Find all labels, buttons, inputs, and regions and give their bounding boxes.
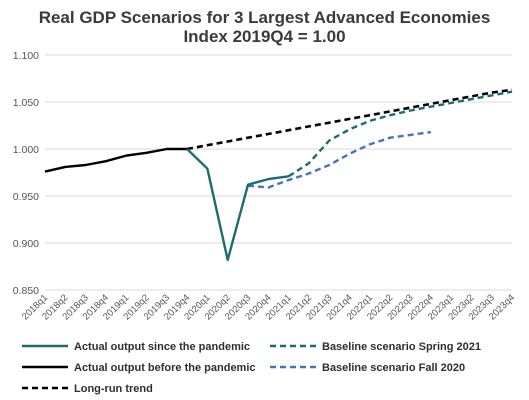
- chart-subtitle: Index 2019Q4 = 1.00: [183, 27, 346, 46]
- y-axis-ticks: 0.850 0.900 0.950 1.000 1.050 1.100: [13, 50, 39, 297]
- y-tick-label: 0.850: [13, 285, 39, 297]
- y-tick-label: 0.900: [13, 238, 39, 250]
- y-tick-label: 1.100: [13, 50, 39, 62]
- legend: Actual output since the pandemic Baseline…: [22, 341, 481, 395]
- legend-label: Long-run trend: [74, 383, 153, 395]
- series-line: [186, 148, 289, 262]
- series-line: [288, 90, 513, 178]
- legend-label: Actual output before the pandemic: [74, 362, 256, 374]
- legend-label: Baseline scenario Fall 2020: [322, 362, 465, 374]
- y-tick-label: 1.000: [13, 144, 39, 156]
- x-axis-ticks: 2018q12018q22018q32018q42019q12019q22019…: [20, 292, 517, 322]
- y-tick-label: 0.950: [13, 191, 39, 203]
- chart-title: Real GDP Scenarios for 3 Largest Advance…: [38, 8, 491, 27]
- series-lines: [44, 88, 513, 262]
- y-tick-label: 1.050: [13, 97, 39, 109]
- series-line: [186, 88, 513, 151]
- legend-label: Actual output since the pandemic: [74, 341, 250, 353]
- series-line: [247, 130, 431, 189]
- series-line: [44, 147, 188, 173]
- gridlines: [45, 54, 512, 291]
- legend-label: Baseline scenario Spring 2021: [322, 341, 481, 353]
